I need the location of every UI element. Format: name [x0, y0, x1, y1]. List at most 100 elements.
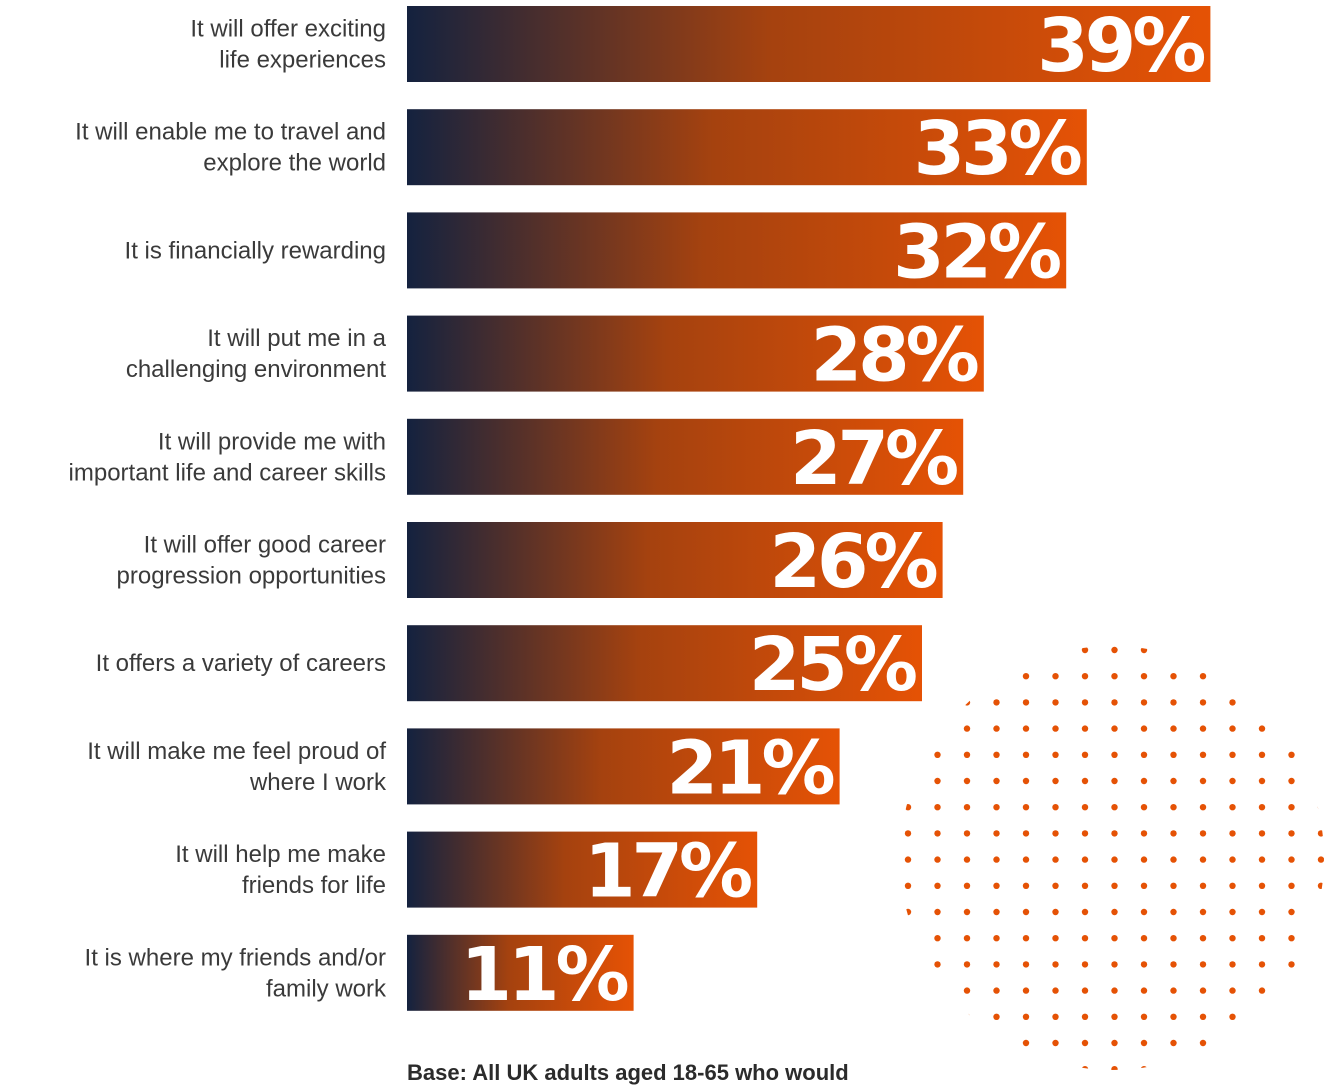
decorative-dot — [1258, 804, 1266, 811]
decorative-dot — [1111, 961, 1118, 968]
decorative-dot — [1258, 856, 1266, 863]
decorative-dot — [1111, 1013, 1118, 1020]
decorative-dot — [1052, 646, 1059, 654]
decorative-dot — [1052, 935, 1059, 942]
decorative-dot — [1022, 725, 1030, 732]
decorative-dot — [904, 1039, 912, 1047]
decorative-dot — [1170, 673, 1177, 680]
decorative-dot — [1022, 646, 1030, 654]
decorative-dot — [993, 1013, 1000, 1020]
decorative-dot — [1229, 961, 1236, 968]
decorative-dot — [1081, 830, 1089, 837]
decorative-dot — [1258, 777, 1266, 785]
decorative-dot — [1022, 751, 1030, 758]
decorative-dot — [993, 751, 1000, 758]
decorative-dot — [1317, 804, 1324, 811]
decorative-dot — [1111, 804, 1118, 811]
decorative-dot — [1288, 882, 1295, 889]
decorative-dot — [1140, 856, 1148, 863]
bar-value-label: 21% — [666, 725, 833, 811]
decorative-dot — [1052, 1066, 1059, 1070]
decorative-dot — [1052, 1013, 1059, 1020]
decorative-dot — [1170, 830, 1177, 837]
bar-value-label: 17% — [584, 829, 751, 915]
decorative-dot — [904, 777, 912, 785]
decorative-dot — [1022, 777, 1030, 785]
decorative-dot — [1081, 699, 1089, 706]
decorative-dot — [993, 935, 1000, 942]
decorative-dot — [1317, 1066, 1324, 1070]
decorative-dot — [1170, 1039, 1177, 1047]
decorative-dot — [1140, 1013, 1148, 1020]
decorative-dot — [1140, 777, 1148, 785]
decorative-dot — [1081, 1013, 1089, 1020]
decorative-dot — [934, 882, 941, 889]
decorative-dot — [1111, 830, 1118, 837]
decorative-dot — [904, 961, 912, 968]
decorative-dot — [1022, 987, 1030, 994]
decorative-dot — [1022, 908, 1030, 916]
decorative-dot — [1140, 1039, 1148, 1047]
decorative-dot — [963, 777, 971, 785]
decorative-dot — [1081, 935, 1089, 942]
decorative-dot — [1258, 751, 1266, 758]
decorative-dot — [934, 935, 941, 942]
category-label: It will put me in a — [207, 325, 386, 352]
decorative-dot — [1258, 1013, 1266, 1020]
decorative-dot — [1140, 673, 1148, 680]
decorative-dot — [1229, 987, 1236, 994]
decorative-dot — [904, 935, 912, 942]
decorative-dot — [1170, 725, 1177, 732]
decorative-dot — [934, 1066, 941, 1070]
decorative-dot — [1229, 1066, 1236, 1070]
decorative-dot — [993, 804, 1000, 811]
bar-value-label: 33% — [914, 106, 1081, 192]
decorative-dot — [934, 987, 941, 994]
decorative-dot — [1229, 1013, 1236, 1020]
decorative-dot — [1052, 804, 1059, 811]
decorative-dot — [993, 1039, 1000, 1047]
decorative-dot — [1199, 804, 1207, 811]
bar — [407, 934, 634, 1011]
decorative-dot — [1288, 804, 1295, 811]
decorative-dot — [993, 856, 1000, 863]
decorative-dot — [1170, 935, 1177, 942]
decorative-dot — [904, 751, 912, 758]
decorative-dot — [1052, 1039, 1059, 1047]
decorative-dot — [1288, 856, 1295, 863]
decorative-dot — [1229, 751, 1236, 758]
decorative-dot — [1258, 725, 1266, 732]
decorative-dot — [1022, 856, 1030, 863]
footnote: Base: All UK adults aged 18-65 who would — [407, 1060, 849, 1085]
category-label: family work — [266, 975, 387, 1002]
decorative-dot — [963, 935, 971, 942]
decorative-dot — [1081, 856, 1089, 863]
decorative-dot — [1111, 699, 1118, 706]
category-label: friends for life — [242, 872, 386, 899]
decorative-dot — [1170, 646, 1177, 654]
decorative-dot — [1288, 830, 1295, 837]
decorative-dot — [1170, 751, 1177, 758]
decorative-dot — [934, 725, 941, 732]
decorative-dot — [1317, 1039, 1324, 1047]
category-label: It offers a variety of careers — [96, 650, 386, 677]
decorative-dot — [1022, 961, 1030, 968]
category-label: It will offer exciting — [190, 16, 386, 43]
decorative-dot — [1111, 987, 1118, 994]
decorative-dot — [1111, 935, 1118, 942]
decorative-dot — [1229, 699, 1236, 706]
decorative-dot — [1317, 882, 1324, 889]
decorative-dot — [1140, 699, 1148, 706]
decorative-dot — [1140, 830, 1148, 837]
decorative-dot — [1288, 777, 1295, 785]
decorative-dot — [1317, 673, 1324, 680]
decorative-dot — [993, 908, 1000, 916]
decorative-dot — [1258, 699, 1266, 706]
decorative-dot — [1022, 935, 1030, 942]
decorative-dot — [1022, 882, 1030, 889]
decorative-dot — [1229, 646, 1236, 654]
decorative-dot — [1081, 987, 1089, 994]
decorative-dot — [1229, 1039, 1236, 1047]
decorative-dot — [1022, 1039, 1030, 1047]
bar-value-label: 25% — [749, 622, 916, 708]
